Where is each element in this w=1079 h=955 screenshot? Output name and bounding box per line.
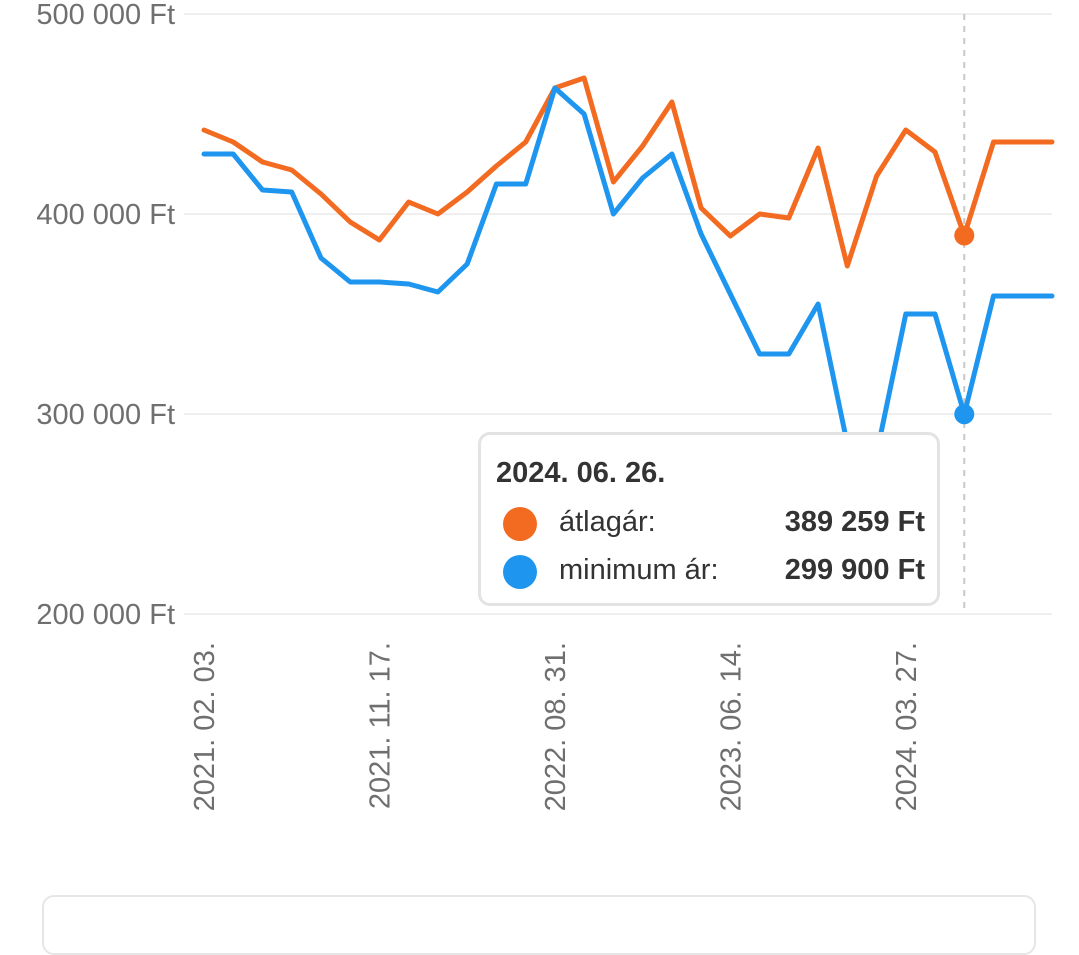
highlight-marker-average[interactable] bbox=[954, 225, 975, 246]
y-tick-label: 300 000 Ft bbox=[36, 399, 175, 431]
tooltip-row-minimum: minimum ár: 299 900 Ft bbox=[503, 551, 933, 591]
tooltip-value-average: 389 259 Ft bbox=[784, 506, 925, 538]
highlight-marker-minimum[interactable] bbox=[954, 404, 975, 425]
series-line-minimum bbox=[201, 85, 1055, 457]
series-line-average bbox=[201, 75, 1055, 269]
y-tick-label: 400 000 Ft bbox=[36, 199, 175, 231]
price-chart-svg: 200 000 Ft 300 000 Ft 400 000 Ft 500 000 Ft… bbox=[36, 0, 1055, 811]
bottom-card[interactable] bbox=[42, 895, 1036, 955]
minimum-price-dot-icon bbox=[503, 555, 537, 589]
tooltip-label-minimum: minimum ár: bbox=[559, 554, 719, 586]
tooltip-label-average: átlagár: bbox=[559, 506, 656, 538]
tooltip-date: 2024. 06. 26. bbox=[496, 457, 666, 489]
y-tick-label: 200 000 Ft bbox=[36, 599, 175, 631]
x-tick-label: 2024. 03. 27. bbox=[891, 642, 923, 811]
y-tick-label: 500 000 Ft bbox=[36, 0, 175, 31]
tooltip-row-average: átlagár: 389 259 Ft bbox=[503, 503, 933, 543]
x-tick-label: 2023. 06. 14. bbox=[715, 642, 747, 811]
x-tick-label: 2021. 02. 03. bbox=[189, 642, 221, 811]
x-tick-label: 2022. 08. 31. bbox=[540, 642, 572, 811]
chart-tooltip: 2024. 06. 26. átlagár: 389 259 Ft minimu… bbox=[478, 432, 940, 606]
tooltip-value-minimum: 299 900 Ft bbox=[784, 554, 925, 586]
average-price-dot-icon bbox=[503, 507, 537, 541]
price-history-chart: 200 000 Ft 300 000 Ft 400 000 Ft 500 000 Ft… bbox=[36, 0, 1055, 955]
x-tick-label: 2021. 11. 17. bbox=[364, 642, 396, 809]
